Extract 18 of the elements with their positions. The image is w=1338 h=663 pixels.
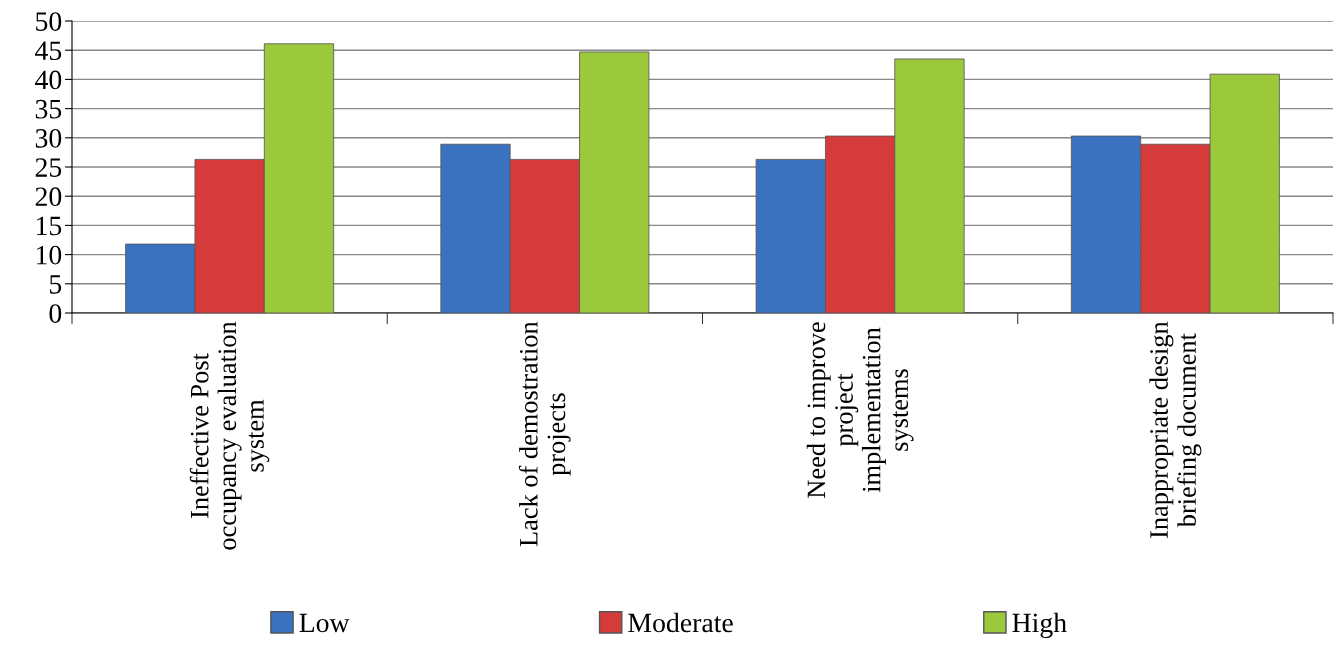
y-tick-label: 40 <box>35 70 62 90</box>
y-tick-label: 0 <box>49 304 62 323</box>
y-tick-label: 30 <box>35 128 62 148</box>
legend-label: High <box>1012 612 1067 638</box>
x-tick-label: Need to improve project implementation systems <box>806 322 914 498</box>
x-tick-label: Inappropriate design briefing document <box>1149 321 1202 539</box>
y-tick-label: 5 <box>50 275 62 294</box>
legend-label: Low <box>299 613 350 633</box>
y-tick-label: 15 <box>36 216 62 236</box>
x-tick-label: Lack of demostration projects <box>518 321 571 547</box>
y-tick-label: 35 <box>35 99 62 119</box>
y-tick-label: 25 <box>35 158 62 177</box>
y-tick-label: 20 <box>35 187 62 207</box>
y-tick-label: 45 <box>35 41 62 61</box>
x-tick-label: Ineffective Post occupancy evaluation system <box>189 321 270 550</box>
y-tick-label: 50 <box>36 12 62 31</box>
y-tick-label: 10 <box>36 245 62 265</box>
legend-label: Moderate <box>628 612 733 633</box>
